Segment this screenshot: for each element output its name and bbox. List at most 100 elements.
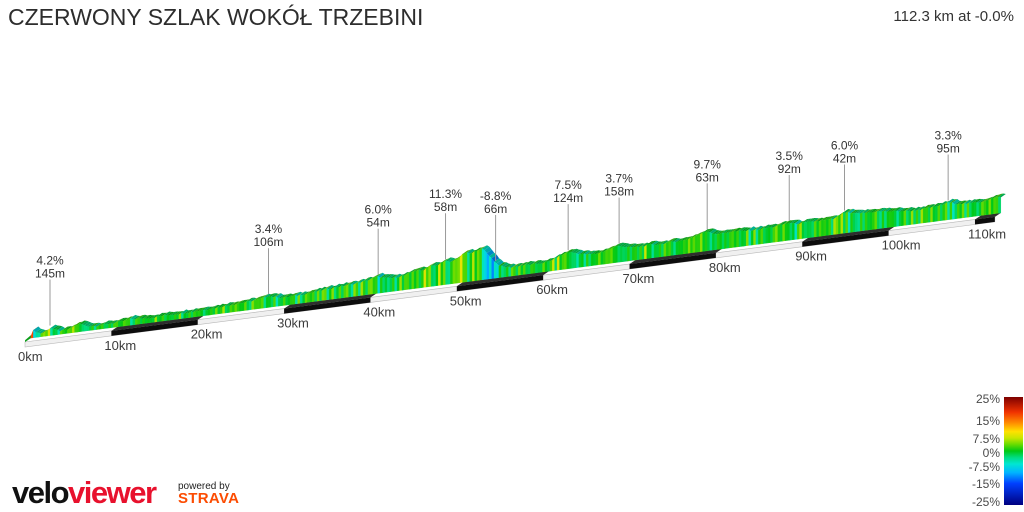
annotation-height: 145m xyxy=(35,267,65,281)
plank-decade-mark-top xyxy=(111,315,204,331)
profile-segment-face xyxy=(733,231,737,248)
profile-segment-face xyxy=(632,247,635,261)
profile-segment-face xyxy=(392,276,395,292)
profile-segment-top xyxy=(981,198,989,203)
profile-segment-face xyxy=(363,280,366,296)
profile-segment-face xyxy=(981,201,985,216)
profile-segment-face xyxy=(763,227,766,244)
profile-segment-face xyxy=(898,211,902,227)
profile-segment-face xyxy=(850,213,854,233)
profile-segment-face xyxy=(855,213,858,232)
profile-segment-top xyxy=(295,291,303,297)
powered-by-label: powered by xyxy=(178,481,230,492)
profile-segment-face xyxy=(874,211,878,230)
profile-segment-face xyxy=(743,230,747,247)
plank-decade-mark xyxy=(802,230,889,247)
profile-segment-top xyxy=(448,257,456,263)
profile-segment-face xyxy=(244,301,247,311)
profile-segment-face xyxy=(923,208,926,224)
profile-segment-face xyxy=(915,209,919,225)
profile-segment-top xyxy=(409,268,417,273)
profile-segment-face xyxy=(450,261,454,285)
profile-segment-face xyxy=(493,261,497,279)
profile-segment-face xyxy=(426,266,429,288)
profile-segment-face xyxy=(840,212,844,234)
profile-segment-face xyxy=(409,272,412,290)
profile-segment-top xyxy=(785,220,793,224)
profile-segment-face xyxy=(540,263,543,273)
profile-segment-face xyxy=(821,219,824,237)
profile-segment-top xyxy=(111,320,119,324)
profile-segment-top xyxy=(763,224,771,229)
profile-segment-top xyxy=(50,324,58,329)
profile-segment-top xyxy=(659,240,667,245)
profile-segment-top xyxy=(673,238,681,243)
profile-segment-face xyxy=(954,204,958,220)
gradient-legend: 25% 15% 7.5% 0% -7.5% -15% -25% xyxy=(940,390,1024,512)
profile-segment-face xyxy=(440,261,444,286)
profile-segment-top xyxy=(755,225,764,231)
profile-segment-top xyxy=(35,328,44,333)
profile-segment-top xyxy=(986,196,994,201)
profile-segment-face xyxy=(125,319,129,327)
elevation-profile-3d xyxy=(25,193,1006,342)
profile-segment-face xyxy=(227,305,230,313)
profile-segment-face xyxy=(983,200,987,216)
profile-segment-face xyxy=(823,219,827,236)
profile-segment-top xyxy=(346,281,354,286)
profile-segment-top xyxy=(741,227,749,231)
profile-segment-top xyxy=(81,320,90,326)
profile-segment-face xyxy=(379,277,383,294)
profile-segment-face xyxy=(147,318,150,324)
profile-segment-face xyxy=(372,276,376,295)
profile-segment-face xyxy=(142,318,146,324)
profile-segment-face xyxy=(801,221,805,239)
profile-segment-face xyxy=(748,229,752,246)
profile-segment-face xyxy=(193,311,197,318)
profile-segment-face xyxy=(636,246,640,261)
profile-segment-top xyxy=(622,243,630,248)
profile-segment-top xyxy=(772,223,781,228)
legend-label: -15% xyxy=(971,477,1000,491)
profile-segment-top xyxy=(942,200,951,205)
profile-segment-face xyxy=(869,212,873,231)
profile-segment-face xyxy=(38,332,41,338)
profile-segment-face xyxy=(830,218,834,236)
profile-segment-top xyxy=(940,201,948,205)
profile-segment-face xyxy=(135,318,138,325)
profile-segment-top xyxy=(666,238,674,243)
profile-segment-top xyxy=(714,230,723,235)
profile-segment-face xyxy=(784,223,788,241)
profile-segment-face xyxy=(295,295,298,305)
profile-segment-top xyxy=(998,193,1006,198)
profile-segment-face xyxy=(944,201,948,221)
profile-segment-face xyxy=(901,211,904,226)
distance-label: 40km xyxy=(363,304,395,319)
profile-segment-top xyxy=(355,278,364,284)
plank-decade-mark-top xyxy=(974,212,1001,220)
profile-segment-top xyxy=(668,238,677,242)
profile-segment-top xyxy=(615,242,623,247)
profile-segment-top xyxy=(949,199,958,203)
profile-segment-top xyxy=(375,272,383,278)
profile-segment-top xyxy=(523,261,531,266)
profile-segment-face xyxy=(663,242,667,257)
profile-segment-top xyxy=(809,218,817,222)
profile-segment-face xyxy=(969,202,972,218)
profile-segment-top xyxy=(535,260,543,265)
profile-segment-top xyxy=(777,221,786,226)
profile-segment-face xyxy=(777,224,781,242)
profile-segment-top xyxy=(239,299,247,304)
annotation-grade: -8.8% xyxy=(480,189,512,203)
profile-segment-face xyxy=(641,245,645,260)
profile-segment-top xyxy=(979,198,987,203)
legend-label: -25% xyxy=(971,495,1000,509)
profile-segment-face xyxy=(418,269,422,289)
profile-segment-top xyxy=(365,276,373,281)
profile-segment-face xyxy=(561,253,565,270)
profile-segment-top xyxy=(959,200,967,205)
veloviewer-wordmark: veloviewer xyxy=(12,476,157,509)
profile-segment-top xyxy=(532,260,541,264)
profile-segment-top xyxy=(571,248,580,254)
profile-segment-face xyxy=(833,216,837,235)
